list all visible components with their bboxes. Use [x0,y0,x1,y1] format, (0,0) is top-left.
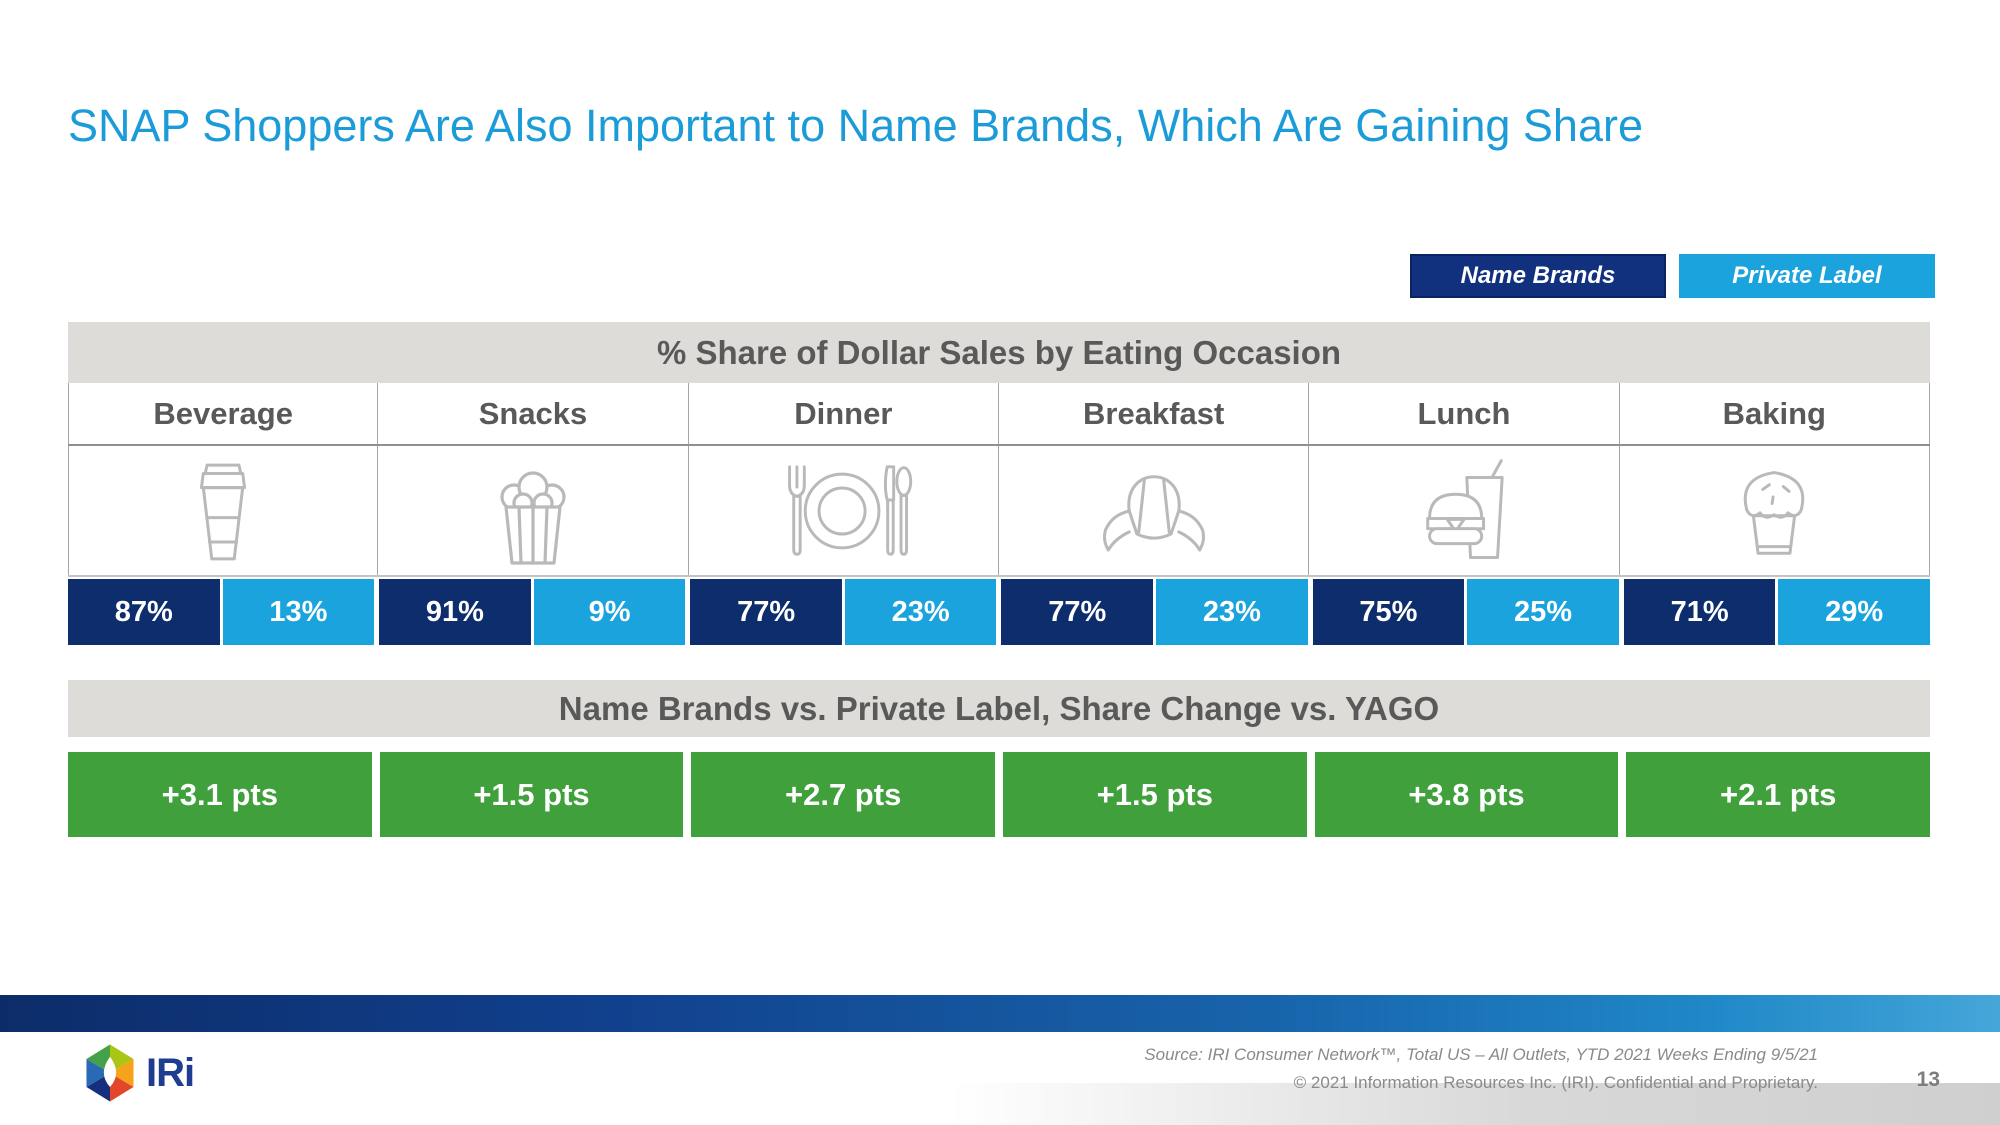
name-brands-share: 71% [1623,579,1776,645]
iri-logo-text: IRi [146,1050,195,1095]
share-pair-snacks: 91% 9% [379,579,686,645]
popcorn-icon [500,470,566,565]
croissant-icon [1102,474,1205,552]
copyright-line: © 2021 Information Resources Inc. (IRI).… [1293,1073,1818,1092]
name-brands-share: 87% [68,579,220,645]
category-header-row: Beverage Snacks Dinner Breakfast Lunch B… [68,383,1930,446]
share-pair-baking: 71% 29% [1623,579,1930,645]
share-change-lunch: +3.8 pts [1314,752,1619,837]
legend-name-brands: Name Brands [1410,254,1666,298]
category-header-beverage: Beverage [68,383,379,444]
share-bars-row: 87% 13% 91% 9% 77% 23% 77% 23% 75% 25% 7… [68,579,1930,645]
corner-gradient [950,1083,2000,1125]
share-section-title: % Share of Dollar Sales by Eating Occasi… [68,322,1930,383]
share-pair-dinner: 77% 23% [690,579,997,645]
name-brands-share: 75% [1312,579,1465,645]
private-label-share: 9% [533,579,686,645]
page-number: 13 [1916,1068,1940,1091]
name-brands-share: 91% [379,579,531,645]
source-line: Source: IRI Consumer Network™, Total US … [1144,1045,1818,1064]
category-header-breakfast: Breakfast [999,383,1310,444]
breakfast-cell [999,446,1310,575]
iri-logo: IRi [82,1042,195,1104]
source-block: Source: IRI Consumer Network™, Total US … [1144,1044,1818,1094]
legend-private-label: Private Label [1679,254,1935,298]
share-change-baking: +2.1 pts [1626,752,1930,837]
muffin-icon [1744,470,1805,555]
dinner-cell [689,446,999,575]
private-label-share: 29% [1778,579,1930,645]
name-brands-share: 77% [1001,579,1154,645]
share-change-dinner: +2.7 pts [691,752,995,837]
page-title: SNAP Shoppers Are Also Important to Name… [68,100,1643,151]
share-change-beverage: +3.1 pts [68,752,372,837]
private-label-share: 23% [844,579,997,645]
coffee-cup-icon [200,463,247,560]
beverage-cell [68,446,379,575]
burger-drink-icon [1426,458,1504,559]
category-header-dinner: Dinner [689,383,999,444]
category-header-lunch: Lunch [1309,383,1620,444]
plate-cutlery-icon [788,464,913,556]
share-pair-lunch: 75% 25% [1312,579,1619,645]
private-label-share: 13% [222,579,375,645]
category-header-snacks: Snacks [378,383,689,444]
footer-accent-bar [0,995,2000,1032]
share-change-section-title: Name Brands vs. Private Label, Share Cha… [68,680,1930,737]
share-change-breakfast: +1.5 pts [1002,752,1307,837]
share-pair-beverage: 87% 13% [68,579,375,645]
lunch-cell [1309,446,1620,575]
baking-cell [1620,446,1930,575]
legend: Name Brands Private Label [1410,254,1935,298]
category-header-baking: Baking [1620,383,1930,444]
share-pair-breakfast: 77% 23% [1001,579,1308,645]
iri-logo-gem-icon [86,1044,134,1102]
share-change-row: +3.1 pts +1.5 pts +2.7 pts +1.5 pts +3.8… [68,752,1930,837]
name-brands-share: 77% [690,579,842,645]
private-label-share: 23% [1156,579,1308,645]
snacks-cell [378,446,689,575]
private-label-share: 25% [1467,579,1619,645]
share-change-snacks: +1.5 pts [379,752,684,837]
share-of-dollar-sales-section: % Share of Dollar Sales by Eating Occasi… [68,322,1930,645]
category-icon-row [68,446,1930,577]
